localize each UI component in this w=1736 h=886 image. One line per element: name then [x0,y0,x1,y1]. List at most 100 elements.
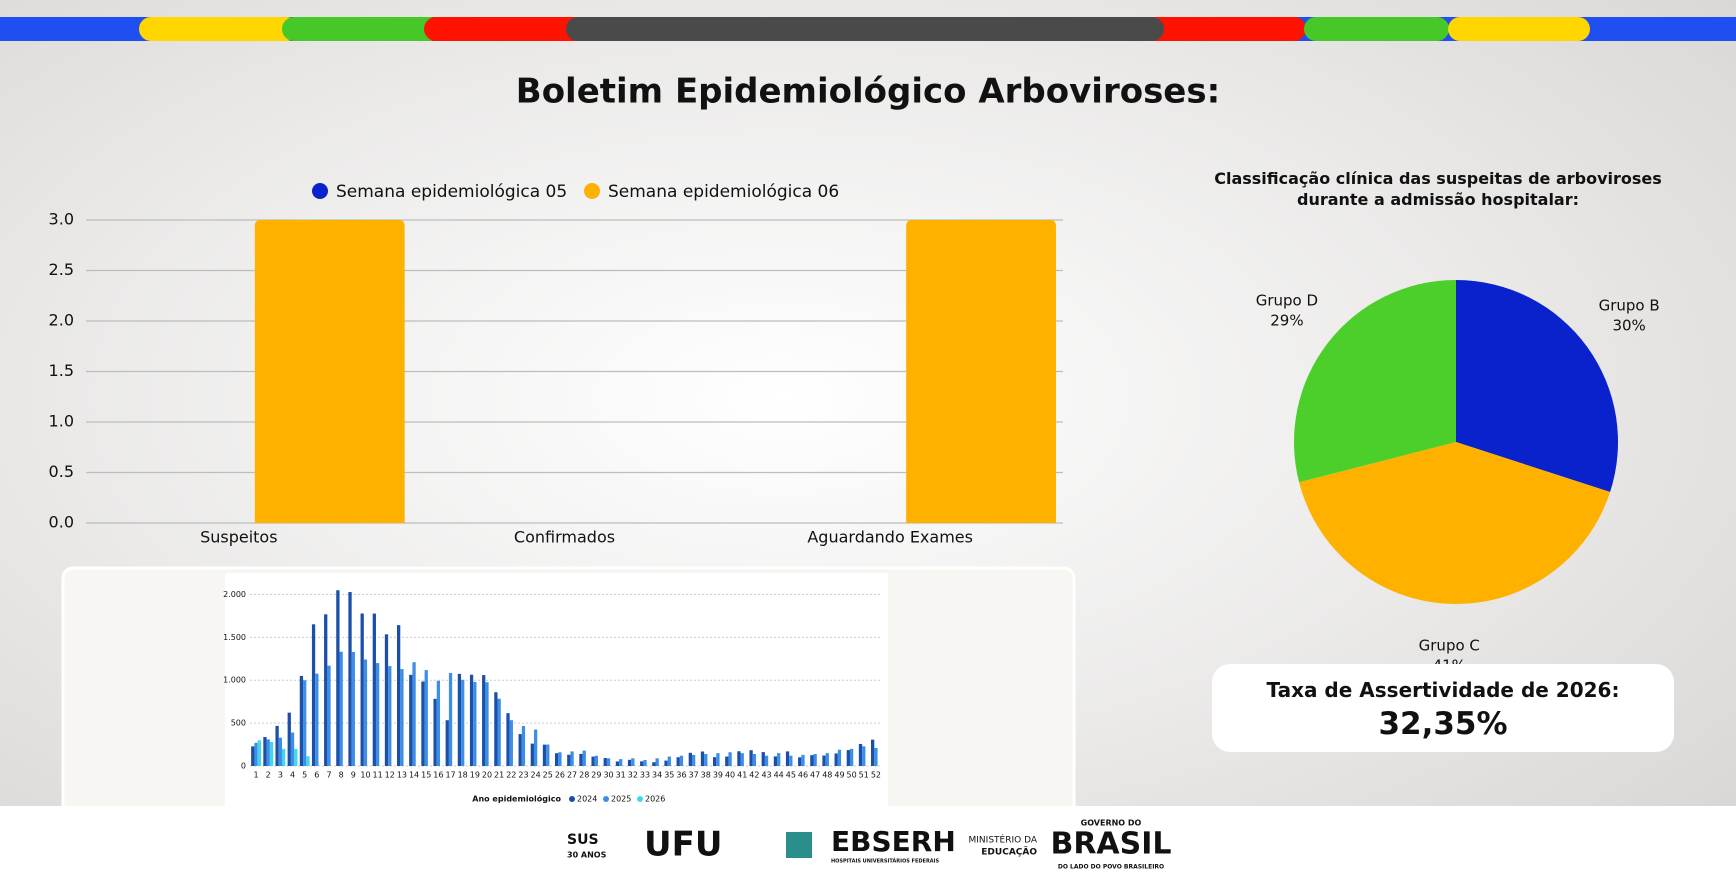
mini-x-tick-label: 1 [254,771,259,780]
mini-bar [521,726,526,766]
mini-bar [533,729,538,766]
mini-x-tick-label: 21 [494,771,504,780]
mini-bar [627,759,632,766]
mini-x-tick-label: 36 [676,771,686,780]
mini-bar [546,744,550,766]
footer-logos: SUS 30 ANOS UFU EBSERH HOSPITAIS UNIVERS… [567,819,1172,871]
mini-y-tick-label: 1.000 [223,676,246,685]
mini-bar [761,752,765,766]
mini-x-tick-label: 48 [822,771,832,780]
mini-bar [473,681,477,766]
mini-bar [606,758,611,766]
mini-bar [282,748,286,766]
mini-bar [494,692,498,766]
mini-x-tick-label: 37 [689,771,699,780]
page-title: Boletim Epidemiológico Arboviroses: [516,72,1220,112]
mini-bar [825,753,829,766]
mini-bar [655,758,659,766]
y-tick-label: 0.5 [49,462,74,481]
logo-hc [786,832,812,858]
mini-bar [813,753,817,766]
mini-bar [336,590,340,766]
mini-x-tick-label: 25 [543,771,553,780]
mini-bar [837,749,842,766]
mini-x-tick-label: 39 [713,771,723,780]
mini-bar [676,757,680,766]
mini-bar [691,754,696,766]
mini-legend-label: 2025 [611,795,631,804]
mini-bar [351,651,355,766]
pie-value-label: 30% [1612,317,1645,335]
mini-x-tick-label: 8 [339,771,344,780]
mini-x-tick-label: 33 [640,771,650,780]
y-tick-label: 1.0 [49,412,74,431]
logo-mec-2: EDUCAÇÃO [981,847,1037,858]
mini-x-tick-label: 34 [652,771,662,780]
mini-bar [287,712,291,766]
mini-x-tick-label: 43 [761,771,771,780]
mini-bar [339,651,343,766]
logo-ufu: UFU [644,825,722,865]
mini-x-tick-label: 9 [351,771,356,780]
mini-bar [278,737,283,766]
mini-bar [299,675,304,766]
mini-x-tick-label: 26 [555,771,565,780]
mini-bar [716,753,720,766]
mini-x-tick-label: 2 [266,771,271,780]
logo-gov-sub: DO LADO DO POVO BRASILEIRO [1058,864,1164,871]
mini-y-tick-label: 0 [241,762,246,771]
logo-ebserh-sub: HOSPITAIS UNIVERSITÁRIOS FEDERAIS [831,858,940,865]
pie-label: Grupo C [1419,636,1480,654]
top-stripe [0,17,1736,41]
mini-bar [448,673,453,766]
mini-bar [436,680,441,766]
mini-bar [570,751,574,766]
logo-mec: MINISTÉRIO DA [969,834,1038,846]
logo-ebserh: EBSERH [831,825,956,858]
mini-bar [858,743,863,766]
mini-bar [372,613,376,766]
mini-bar [324,614,328,766]
mini-bar [640,761,644,766]
pie-label: Grupo D [1256,291,1318,309]
mini-bar [266,739,270,766]
mini-bar [810,755,814,766]
mini-bar [582,750,586,766]
y-tick-label: 2.5 [49,260,74,279]
mini-x-tick-label: 18 [458,771,468,780]
mini-y-tick-label: 1.500 [223,633,246,642]
mini-bar [348,592,352,766]
mini-x-tick-label: 49 [834,771,844,780]
mini-x-tick-label: 3 [278,771,283,780]
mini-bar [631,758,635,766]
mini-bar [740,753,744,766]
mini-x-tick-label: 32 [628,771,638,780]
mini-x-tick-label: 41 [737,771,747,780]
mini-bar [777,753,781,766]
mini-bar [506,713,510,766]
kpi-value: 32,35% [1378,706,1508,742]
mini-x-tick-label: 45 [786,771,796,780]
mini-x-tick-label: 6 [314,771,319,780]
mini-bar [615,761,620,766]
mini-legend-swatch [569,796,575,802]
y-tick-label: 2.0 [49,311,74,330]
mini-x-tick-label: 52 [871,771,881,780]
mini-bar [400,669,404,766]
mini-bar [445,720,449,766]
mini-bar [798,757,802,766]
mini-bar [251,746,255,766]
mini-bar [752,753,757,766]
mini-bar [822,755,826,766]
mini-bar [728,752,732,766]
mini-x-tick-label: 23 [518,771,528,780]
pie-slice [1299,442,1611,605]
mini-bar [764,755,769,766]
mini-x-tick-label: 5 [302,771,307,780]
mini-bar [773,756,778,766]
mini-bar [785,751,790,766]
pie-slice [1294,280,1456,483]
mini-x-tick-label: 11 [373,771,383,780]
mini-bar [457,673,462,766]
mini-bar [469,674,474,766]
